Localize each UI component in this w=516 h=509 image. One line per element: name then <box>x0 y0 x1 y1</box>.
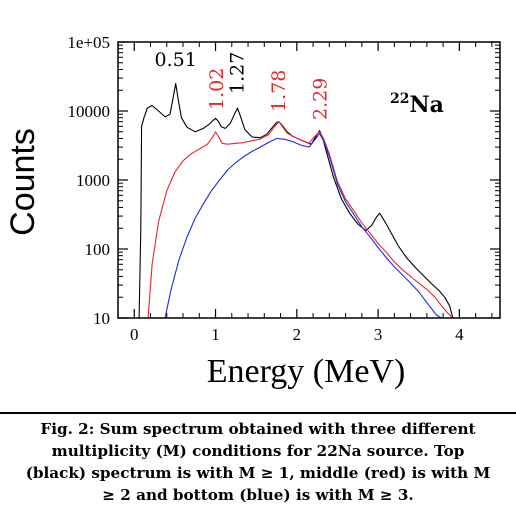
peak-label: 1.78 <box>268 70 290 112</box>
caption-rule <box>0 412 516 414</box>
figure-caption: Fig. 2: Sum spectrum obtained with three… <box>25 420 491 504</box>
x-tick-label: 2 <box>293 325 302 344</box>
x-tick-label: 1 <box>211 325 220 344</box>
y-axis-label: Counts <box>4 128 42 236</box>
source-element: Na <box>409 92 443 118</box>
y-tick-label: 1e+05 <box>67 33 110 52</box>
x-tick-label: 3 <box>374 325 383 344</box>
x-axis-label: Energy (MeV) <box>207 353 406 390</box>
x-tick-label: 0 <box>130 325 139 344</box>
y-tick-label: 1000 <box>76 171 110 190</box>
y-tick-label: 10000 <box>68 102 111 121</box>
peak-label: 2.29 <box>309 78 331 120</box>
source-label: 22Na <box>390 91 444 118</box>
series-line-2 <box>147 121 454 319</box>
y-tick-label: 10 <box>93 309 110 328</box>
source-mass-number: 22 <box>390 91 409 107</box>
peak-label: 1.02 <box>206 68 228 110</box>
ticks-layer <box>118 41 500 319</box>
series-layer <box>138 82 454 319</box>
series-line-3 <box>164 133 442 319</box>
spectrum-chart: 0 1 2 3 4 10 100 1000 10000 1e+05 0.51 1.02 1.27 1.78… <box>4 33 501 390</box>
peak-label: 1.27 <box>226 52 248 94</box>
labels-layer: 0 1 2 3 4 10 100 1000 10000 1e+05 0.51 1.021.27 1.78… <box>67 33 464 344</box>
peak-label: 0.51 <box>155 49 197 71</box>
chart-svg: 0 1 2 3 4 10 100 1000 10000 1e+05 0.51 1.021.27 1.78… <box>4 33 501 390</box>
series-line-1 <box>138 82 454 319</box>
y-tick-label: 100 <box>85 240 111 259</box>
x-tick-label: 4 <box>455 325 464 344</box>
